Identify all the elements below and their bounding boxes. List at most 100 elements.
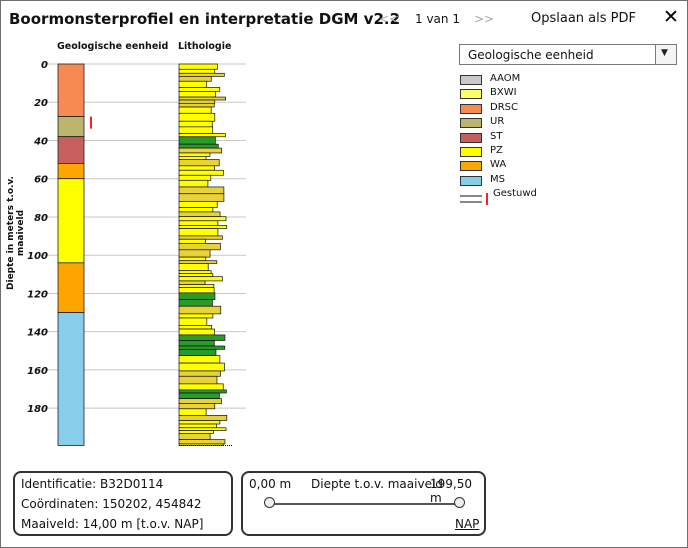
lithology-layer: [178, 375, 218, 385]
lithology-layer: [178, 211, 221, 218]
lithology-layer: [178, 403, 216, 410]
tick-label: 60: [34, 175, 48, 186]
lithology-layer: [178, 299, 213, 307]
depth-slider-track[interactable]: [269, 503, 459, 505]
lithology-layer: [178, 420, 221, 425]
lithology-layer: [178, 63, 218, 70]
lithology-layer: [178, 80, 208, 88]
lithology-layer: [178, 389, 227, 394]
lithology-layer: [178, 220, 219, 226]
tick-label: 20: [34, 98, 48, 109]
lithology-layer: [178, 76, 212, 82]
depth-slider-min-handle[interactable]: [264, 497, 275, 508]
tick-label: 120: [27, 289, 48, 300]
close-icon[interactable]: ✕: [663, 6, 679, 28]
lithology-layer: [178, 313, 214, 319]
depth-range-panel: 0,00 m Diepte t.o.v. maaiveld 199,50 m N…: [241, 471, 486, 536]
tick-label: 160: [27, 366, 48, 377]
geology-unit-st: [57, 136, 85, 164]
lithology-layer: [178, 433, 211, 440]
lithology-layer: [178, 99, 216, 104]
lithology-layer: [178, 427, 227, 431]
lithology-layer: [178, 263, 209, 272]
lithology-layer: [178, 165, 215, 171]
borehole-info-panel: Identificatie: B32D0114 Coördinaten: 150…: [13, 471, 233, 536]
gestuwd-symbol-icon: [460, 190, 488, 206]
lithology-layer: [178, 256, 207, 262]
lithology-layer: [178, 362, 225, 372]
lithology-layer: [178, 355, 221, 364]
legend-swatch: [460, 175, 482, 186]
lithology-layer: [178, 207, 214, 213]
legend-label: WA: [490, 159, 507, 171]
legend-label: DRSC: [490, 101, 518, 113]
lithology-layer: [178, 91, 217, 98]
lithology-layer: [178, 87, 221, 92]
tick-label: 140: [27, 328, 48, 339]
legend-type-select[interactable]: Geologische eenheid ▼: [459, 44, 677, 65]
depth-slider-max-handle[interactable]: [454, 497, 465, 508]
dialog-title: Boormonsterprofiel en interpretatie DGM …: [9, 10, 401, 28]
legend-label: PZ: [490, 144, 503, 156]
tick-label: 100: [27, 251, 48, 262]
lithology-layer: [178, 270, 212, 274]
lithology-layer: [178, 136, 216, 145]
lithology-layer: [178, 334, 226, 341]
lithology-layer: [178, 152, 211, 157]
lithology-column: [178, 63, 233, 446]
lithology-layer: [178, 439, 226, 445]
lithology-layer: [178, 179, 209, 188]
tick-label: 0: [41, 60, 48, 71]
coordinaten-text: Coördinaten: 150202, 454842: [21, 497, 202, 511]
nap-link[interactable]: NAP: [455, 517, 480, 531]
previous-page-button[interactable]: <<: [379, 12, 400, 26]
lithology-layer: [178, 287, 215, 294]
lithology-layer: [178, 96, 227, 101]
legend-swatch: [460, 89, 482, 100]
lithology-layer: [178, 423, 217, 429]
lithology-layer: [178, 398, 222, 404]
legend-type-value: Geologische eenheid: [468, 48, 594, 62]
legend-swatch: [460, 103, 482, 114]
legend-swatch: [460, 146, 482, 157]
lithology-layer: [178, 328, 216, 336]
page-indicator: 1 van 1: [415, 12, 460, 26]
lithology-layer: [178, 292, 216, 300]
lithology-layer: [178, 430, 214, 434]
geology-unit-pz: [57, 178, 85, 264]
legend-label: ST: [490, 130, 503, 142]
geology-unit-wa: [57, 163, 85, 180]
next-page-button[interactable]: >>: [474, 12, 495, 26]
borehole-profile-chart: 0 20 40 60 80 100 120 140 160 180: [27, 60, 246, 446]
lithology-layer: [178, 228, 219, 237]
lithology-layer: [178, 273, 214, 278]
lithology-layer: [178, 345, 226, 350]
legend-swatch: [460, 118, 482, 129]
legend-swatch: [460, 161, 482, 172]
lithology-layer: [178, 193, 225, 202]
lithology-layer: [178, 169, 224, 176]
geology-unit-wa: [57, 262, 85, 313]
chevron-down-icon[interactable]: ▼: [655, 45, 676, 64]
maaiveld-text: Maaiveld: 14,00 m [t.o.v. NAP]: [21, 517, 204, 531]
lithology-layer: [178, 156, 207, 160]
lithology-layer: [178, 242, 221, 251]
identificatie-text: Identificatie: B32D0114: [21, 477, 164, 491]
lithology-layer: [178, 370, 221, 377]
lithology-layer: [178, 317, 208, 326]
tick-label: 40: [33, 136, 48, 147]
lithology-layer: [178, 174, 212, 181]
geology-unit-ms: [57, 312, 85, 446]
lithology-layer: [178, 133, 226, 138]
tick-label: 180: [27, 404, 48, 415]
lithology-layer: [178, 238, 206, 244]
lithology-layer: [178, 201, 218, 208]
lithology-layer: [178, 68, 216, 74]
lithology-column-header: Lithologie: [178, 41, 232, 52]
lithology-layer: [178, 225, 228, 229]
depth-tick-labels: 0 20 40 60 80 100 120 140 160 180: [27, 60, 48, 415]
geology-unit-ur: [57, 116, 85, 138]
save-as-pdf-button[interactable]: Opslaan als PDF: [531, 11, 636, 26]
legend-label: MS: [490, 173, 505, 185]
